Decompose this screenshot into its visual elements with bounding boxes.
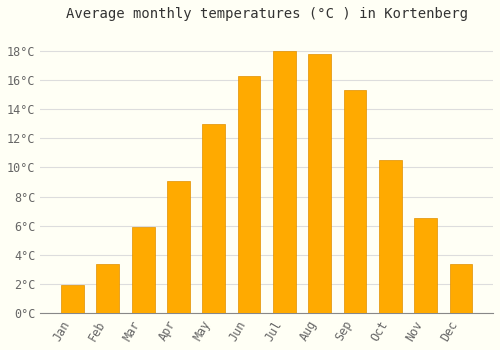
Bar: [344, 90, 366, 313]
Bar: [379, 160, 402, 313]
Bar: [238, 76, 260, 313]
Bar: [61, 286, 84, 313]
Bar: [414, 218, 437, 313]
Bar: [308, 54, 331, 313]
Bar: [167, 181, 190, 313]
Bar: [273, 51, 296, 313]
Bar: [132, 227, 154, 313]
Bar: [96, 264, 119, 313]
Bar: [450, 264, 472, 313]
Bar: [202, 124, 225, 313]
Title: Average monthly temperatures (°C ) in Kortenberg: Average monthly temperatures (°C ) in Ko…: [66, 7, 468, 21]
